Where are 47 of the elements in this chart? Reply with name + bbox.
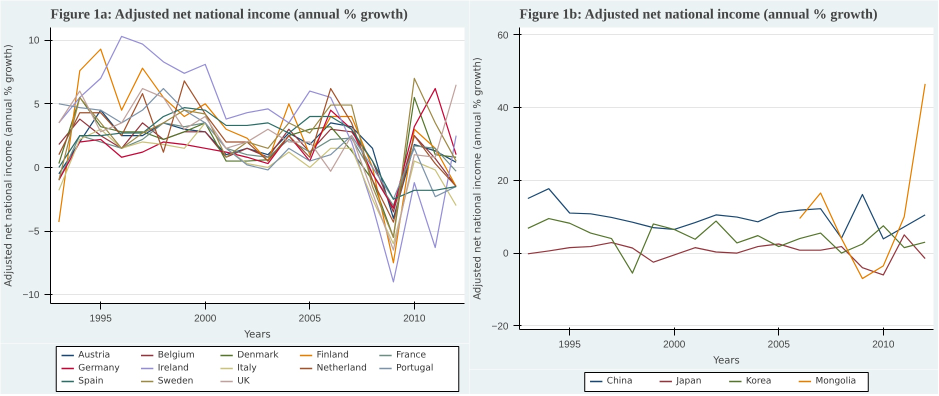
line-series [527,234,926,276]
legend-label: Spain [78,376,104,386]
line-series [527,188,926,240]
legend-label: UK [237,376,251,386]
y-axis-title: Adjusted net national income (annual % growth) [4,44,15,287]
x-tick-label: 2000 [663,340,686,350]
legend-label: China [606,376,633,386]
legend-label: Belgium [158,350,195,360]
legend-label: Germany [78,364,120,374]
line-series [58,107,457,200]
y-tick-label: −20 [492,321,509,332]
x-axis-title: Years [243,330,271,340]
chart-title: Figure 1b: Adjusted net national income (annual % growth) [520,8,878,22]
x-tick-label: 2005 [768,340,790,350]
x-tick-label: 1995 [90,314,112,324]
y-tick-label: 5 [34,99,40,110]
y-axis-title: Adjusted net national income (annual % growth) [472,57,484,300]
x-axis-title: Years [712,356,740,366]
chart-title: Figure 1a: Adjusted net national income (annual % growth) [50,8,408,22]
legend-label: Mongolia [815,376,856,386]
legend-label: Italy [237,364,258,374]
legend-label: Sweden [158,376,194,386]
y-tick-label: 40 [497,103,509,114]
legend-label: Portugal [396,364,434,374]
x-tick-label: 2010 [403,314,426,324]
line-series [799,83,926,280]
line-series [527,218,926,274]
x-tick-label: 2005 [298,314,322,324]
legend-label: France [396,350,426,360]
line-series [58,122,457,244]
y-tick-label: 20 [497,176,509,187]
x-tick-label: 1995 [558,340,582,350]
legend-label: Denmark [237,350,280,360]
legend-label: Finland [316,350,349,360]
x-tick-label: 2000 [194,314,217,324]
y-tick-label: −5 [28,226,40,238]
x-tick-label: 2010 [872,340,895,350]
y-tick-label: 0 [34,162,40,174]
legend-label: Ireland [158,364,189,374]
y-tick-label: −10 [22,290,40,302]
legend-label: Netherland [316,364,367,374]
legend-label: Austria [78,350,110,360]
y-tick-label: 10 [28,36,40,47]
legend-label: Korea [746,376,772,386]
y-tick-label: 60 [497,30,509,42]
legend-label: Japan [675,376,702,386]
y-tick-label: 0 [502,248,509,260]
